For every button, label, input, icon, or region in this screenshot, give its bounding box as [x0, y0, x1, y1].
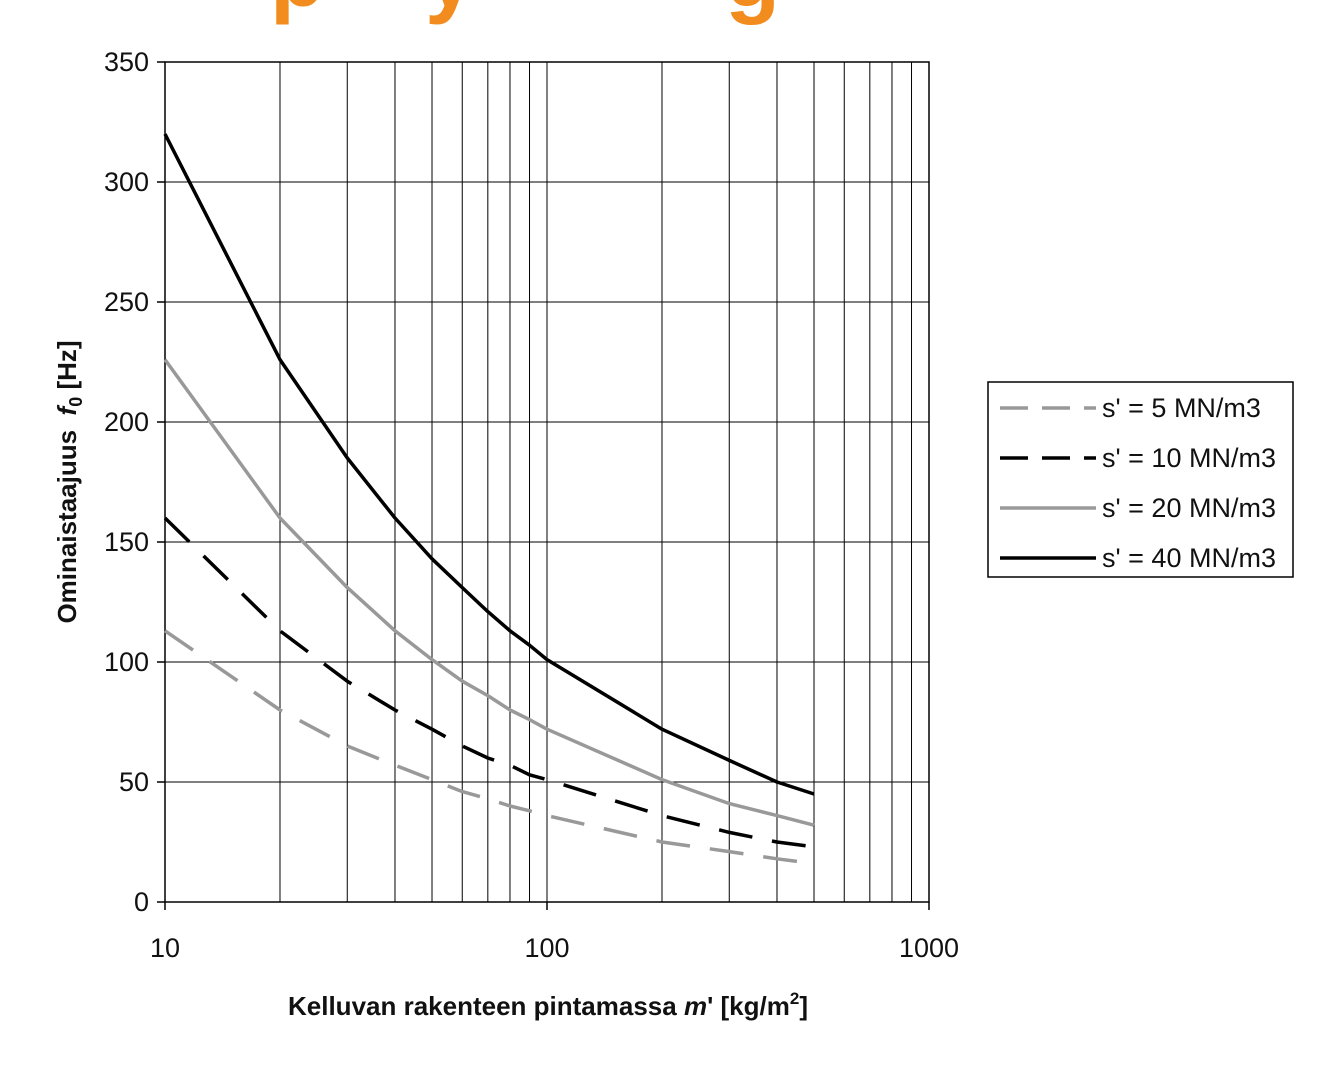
x-axis-title-var: m: [684, 991, 707, 1021]
cropped-heading-text: p y g: [270, 0, 780, 26]
y-axis-title: Ominaistaajuus f0 [Hz]: [52, 340, 86, 623]
x-axis-title-prime: ': [707, 991, 713, 1021]
y-tick-label: 150: [104, 527, 149, 557]
x-axis-ticks: 10 100 1000: [150, 902, 959, 963]
y-axis-ticks: 0 50 100 150 200 250 300 350: [104, 47, 165, 917]
y-tick-label: 50: [119, 767, 149, 797]
legend-label-3: s' = 20 MN/m3: [1102, 493, 1276, 523]
x-tick-label: 10: [150, 933, 180, 963]
y-tick-label: 250: [104, 287, 149, 317]
x-axis-title: Kelluvan rakenteen pintamassa m' [kg/m2]: [288, 989, 808, 1021]
legend-label-4: s' = 40 MN/m3: [1102, 543, 1276, 573]
legend-label-1: s' = 5 MN/m3: [1102, 393, 1261, 423]
y-tick-label: 350: [104, 47, 149, 77]
series-layer: [163, 133, 815, 866]
plot-grid: [165, 62, 929, 902]
y-axis-title-var: f: [52, 404, 82, 415]
y-axis-title-unit: [Hz]: [52, 340, 82, 396]
x-axis-title-unit: [kg/m: [713, 991, 790, 1021]
series-line-3: [163, 358, 815, 827]
legend-items: s' = 5 MN/m3 s' = 10 MN/m3 s' = 20 MN/m3 s'…: [1000, 393, 1276, 573]
legend-box: [987, 381, 1294, 578]
x-tick-label: 1000: [899, 933, 959, 963]
x-axis-title-sup: 2: [790, 989, 799, 1008]
x-axis-title-main: Kelluvan rakenteen pintamassa: [288, 991, 684, 1021]
y-tick-label: 200: [104, 407, 149, 437]
y-tick-label: 100: [104, 647, 149, 677]
y-tick-label: 0: [134, 887, 149, 917]
series-line-1: [164, 629, 815, 866]
series-line-4: [163, 133, 815, 796]
x-axis-title-close: ]: [799, 991, 808, 1021]
y-axis-title-main: Ominaistaajuus: [52, 415, 82, 623]
legend: s' = 5 MN/m3 s' = 10 MN/m3 s' = 20 MN/m3 s'…: [987, 381, 1294, 578]
y-tick-label: 300: [104, 167, 149, 197]
x-tick-label: 100: [524, 933, 569, 963]
y-axis-title-sub: 0: [66, 397, 86, 407]
legend-label-2: s' = 10 MN/m3: [1102, 443, 1276, 473]
